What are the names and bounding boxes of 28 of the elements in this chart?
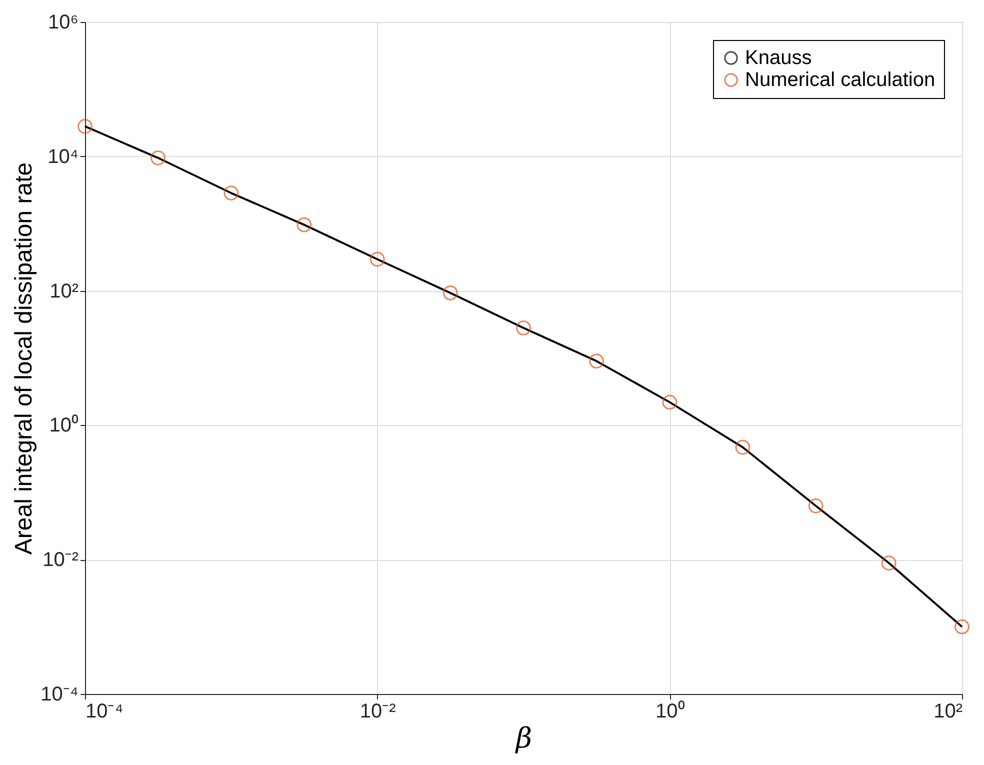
y-tick-label: 10⁰ [49, 414, 78, 437]
point [150, 150, 166, 166]
point [296, 217, 312, 232]
point [881, 556, 896, 570]
point [516, 320, 531, 336]
x-tick-label: 10² [934, 700, 963, 722]
y-axis-title: Areal integral of local dissipation rate [10, 162, 38, 555]
point [224, 186, 239, 200]
point [662, 394, 678, 410]
x-tick-label: 10⁻⁴ [86, 700, 124, 722]
y-tick-label: 10⁶ [48, 12, 78, 34]
legend-label: Knauss [745, 47, 812, 69]
y-tick-label: 10² [50, 280, 79, 302]
x-axis-title: β [514, 722, 532, 754]
x-tick-label: 10⁻² [360, 700, 396, 722]
point [808, 498, 824, 514]
x-tick-label: 10⁰ [656, 700, 685, 722]
y-tick-label: 10⁴ [48, 146, 78, 168]
point [78, 118, 92, 134]
point [589, 354, 604, 369]
point [442, 285, 458, 300]
line-series [84, 125, 963, 628]
point [954, 619, 970, 634]
y-tick-label: 10⁻² [42, 549, 79, 572]
legend-label: Numerical calculation [745, 69, 936, 91]
y-tick-label: 10⁻⁴ [40, 684, 78, 706]
point [370, 252, 385, 267]
point [735, 440, 750, 455]
